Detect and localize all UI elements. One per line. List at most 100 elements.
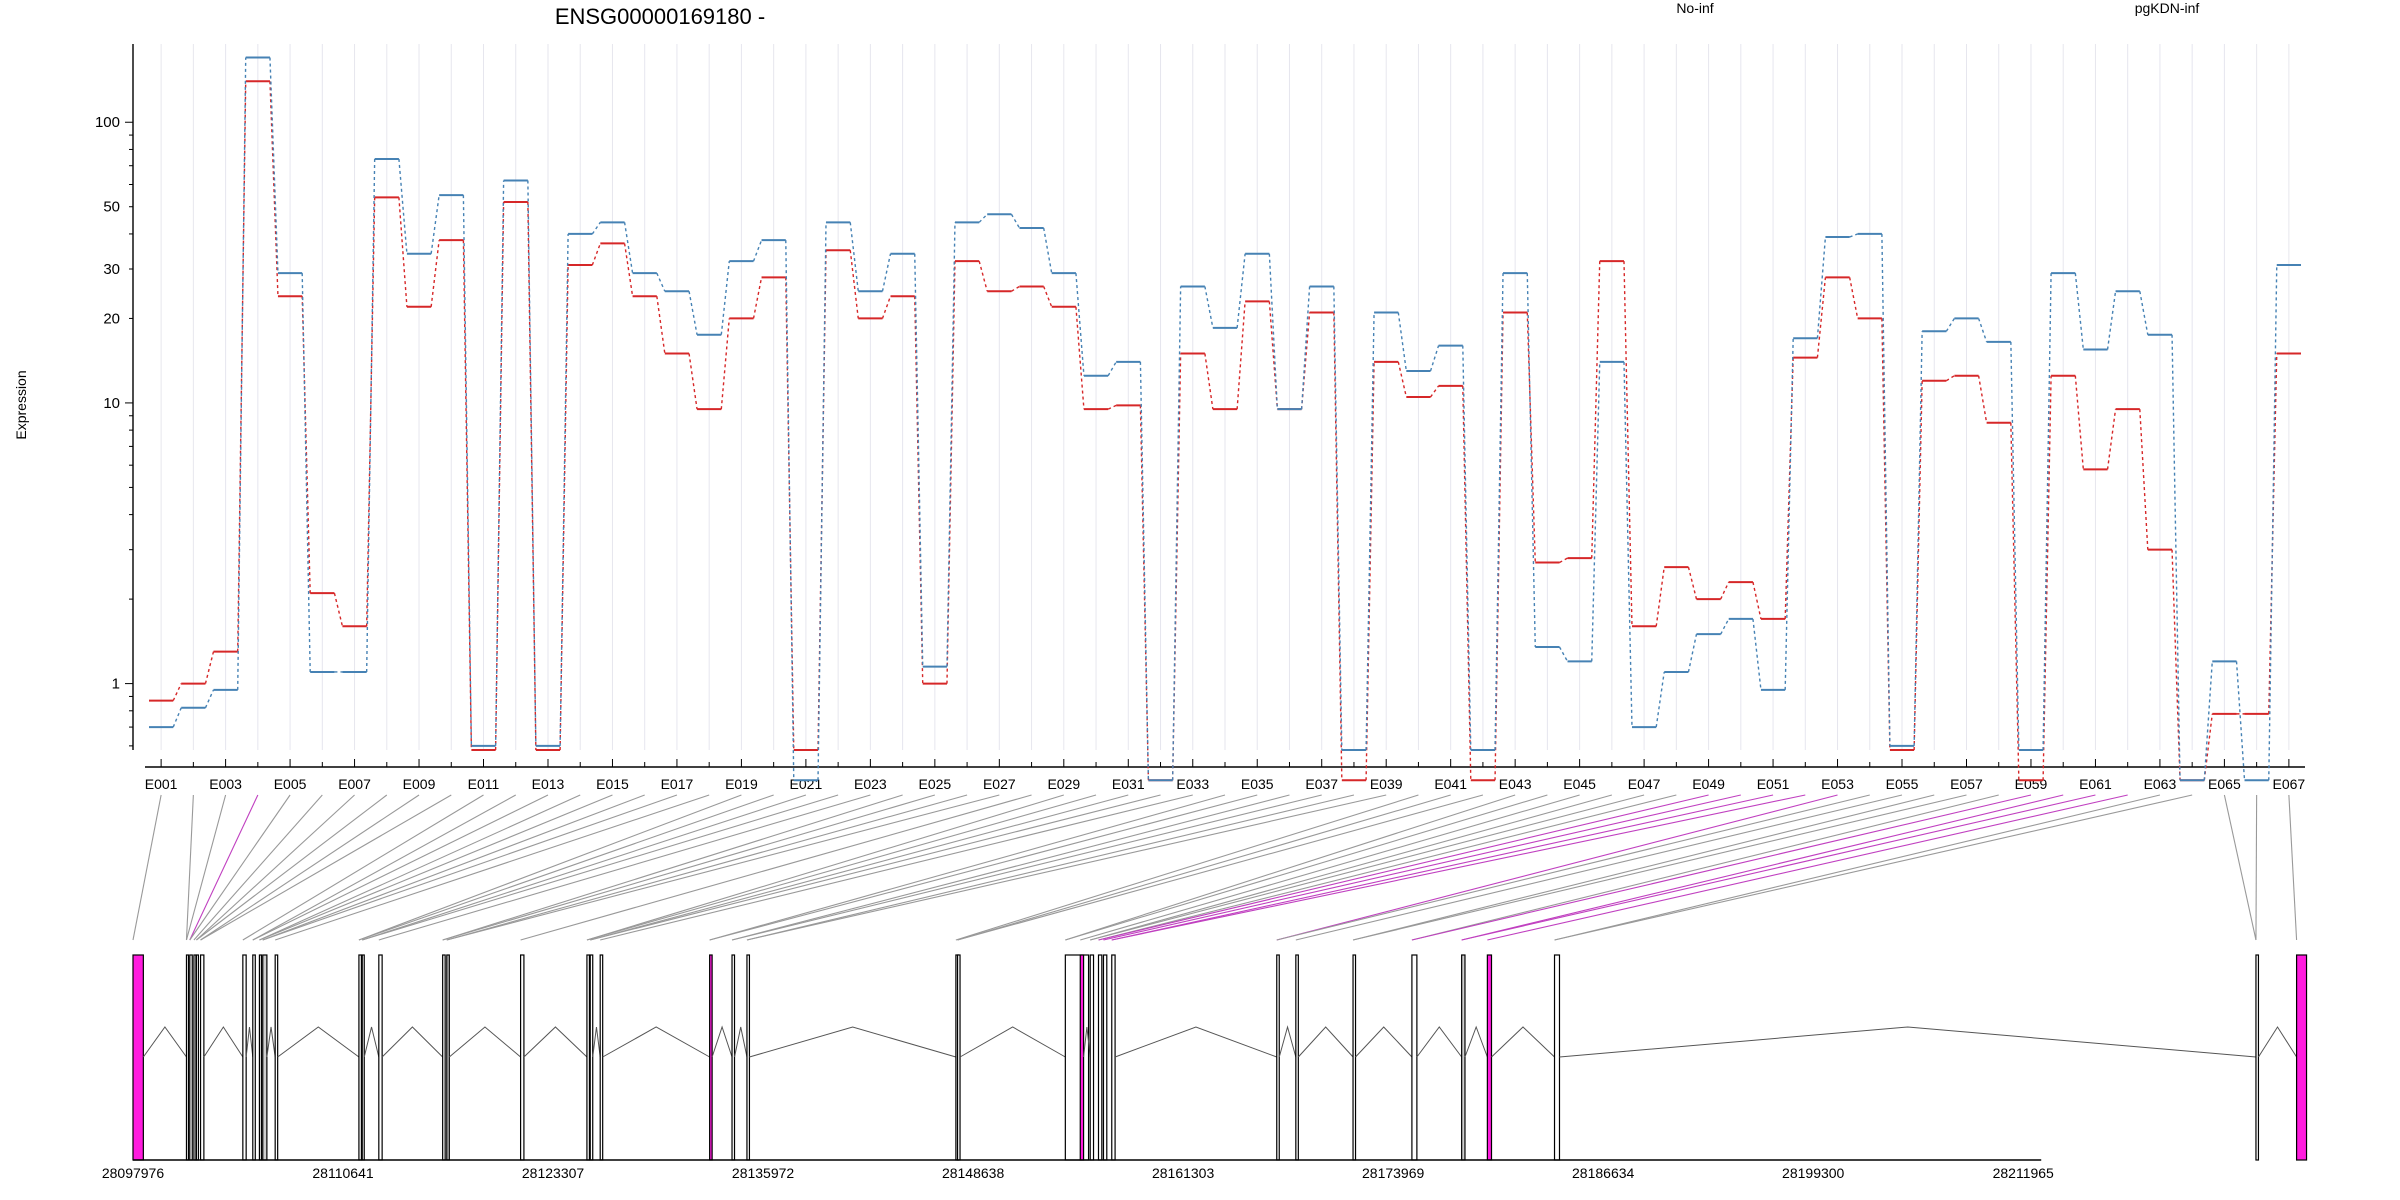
connector-E012 — [252, 794, 517, 941]
step-connector — [398, 197, 408, 307]
step-connector — [1300, 286, 1311, 410]
exon — [731, 954, 736, 1161]
y-tick-label: 50 — [103, 199, 120, 216]
intron — [734, 1026, 748, 1058]
connector-E052 — [1111, 794, 1806, 941]
step-connector — [1043, 286, 1053, 308]
coordinate-label: 28110641 — [312, 1165, 373, 1181]
exon — [358, 954, 363, 1161]
step-connector — [752, 277, 763, 319]
step-connector — [623, 243, 634, 297]
step-connector — [591, 243, 601, 266]
step-connector — [1977, 375, 1988, 423]
exon — [199, 954, 205, 1161]
step-connector — [720, 318, 730, 410]
x-tick-label: E063 — [2144, 776, 2177, 792]
connector-E056 — [1352, 794, 1935, 941]
series-lines — [149, 56, 2301, 782]
connector-E005 — [189, 794, 291, 941]
x-tick-label: E045 — [1563, 776, 1596, 792]
x-tick-label: E033 — [1176, 776, 1209, 792]
y-tick-label: 100 — [95, 114, 120, 131]
coordinate-label: 28186634 — [1572, 1165, 1635, 1181]
connector-E009 — [200, 794, 420, 941]
connector-E032 — [590, 794, 1161, 941]
step-connector — [881, 295, 892, 319]
step-connector — [817, 250, 827, 751]
connector-E022 — [362, 794, 839, 941]
connector-E039 — [746, 794, 1387, 941]
step-connector — [1784, 338, 1794, 690]
connector-E004 — [189, 794, 259, 941]
step-connector — [2074, 375, 2085, 470]
step-connector — [1816, 277, 1827, 358]
intron — [266, 1026, 276, 1058]
connector-E021 — [362, 794, 807, 941]
connector-E018 — [275, 794, 710, 941]
exon — [1276, 954, 1280, 1161]
step-connector — [301, 273, 311, 672]
exon — [1079, 954, 1085, 1161]
genomic-coordinate-axis: 28097976 28110641 28123307 28135972 28148638… — [102, 1159, 2054, 1181]
step-connector — [269, 81, 279, 297]
exon — [2295, 954, 2308, 1161]
connector-E011 — [242, 794, 484, 941]
step-connector — [365, 158, 376, 672]
connector-E015 — [259, 794, 613, 941]
step-connector — [752, 239, 763, 262]
axes — [132, 44, 2305, 768]
y-tick-label: 10 — [103, 395, 120, 412]
y-tick-label: 20 — [103, 310, 120, 327]
step-connector — [1559, 557, 1568, 564]
step-connector — [2010, 422, 2020, 781]
legend-entry-no-inf: No-inf — [1676, 0, 1713, 16]
gene-model — [132, 954, 2308, 1161]
intron — [1416, 1026, 1463, 1058]
step-connector — [785, 240, 795, 781]
step-connector — [2074, 273, 2085, 350]
exon — [1102, 954, 1108, 1161]
step-connector — [1365, 361, 1375, 781]
step-connector — [978, 213, 988, 223]
connector-E050 — [1103, 794, 1741, 941]
connector-E016 — [262, 794, 645, 941]
x-tick-label: E053 — [1821, 776, 1854, 792]
step-connector — [1075, 273, 1085, 376]
exon — [2255, 954, 2260, 1161]
step-connector — [1752, 618, 1762, 690]
coordinate-label: 28097976 — [102, 1165, 165, 1181]
exon — [252, 954, 256, 1161]
step-connector — [2010, 341, 2020, 751]
intron — [523, 1026, 588, 1058]
x-tick-label: E009 — [403, 776, 436, 792]
step-connector — [1591, 361, 1601, 662]
y-axis-label: Expression — [13, 370, 29, 439]
x-tick-label: E005 — [274, 776, 307, 792]
step-connector — [333, 592, 344, 627]
x-tick-label: E025 — [918, 776, 951, 792]
exon — [1461, 954, 1466, 1161]
connector-E035 — [709, 794, 1258, 941]
step-connector — [914, 253, 924, 667]
step-connector — [1752, 581, 1762, 620]
x-tick-label: E051 — [1757, 776, 1790, 792]
connector-E042 — [957, 794, 1484, 941]
step-connector — [462, 195, 473, 746]
step-connector — [1720, 581, 1730, 600]
step-connector — [559, 264, 569, 751]
step-connector — [1011, 285, 1020, 292]
exon — [589, 954, 594, 1161]
intron — [959, 1026, 1066, 1058]
x-tick-label: E015 — [596, 776, 629, 792]
connector-E002 — [185, 794, 194, 941]
step-connector — [1204, 353, 1214, 410]
intron — [592, 1026, 601, 1058]
exon — [1064, 954, 1090, 1161]
connector-E020 — [358, 794, 774, 941]
x-tick-label: E003 — [209, 776, 242, 792]
connector-E001 — [132, 794, 162, 941]
connector-E025 — [442, 794, 936, 941]
exon — [258, 954, 263, 1161]
connector-E065 — [2223, 794, 2257, 941]
